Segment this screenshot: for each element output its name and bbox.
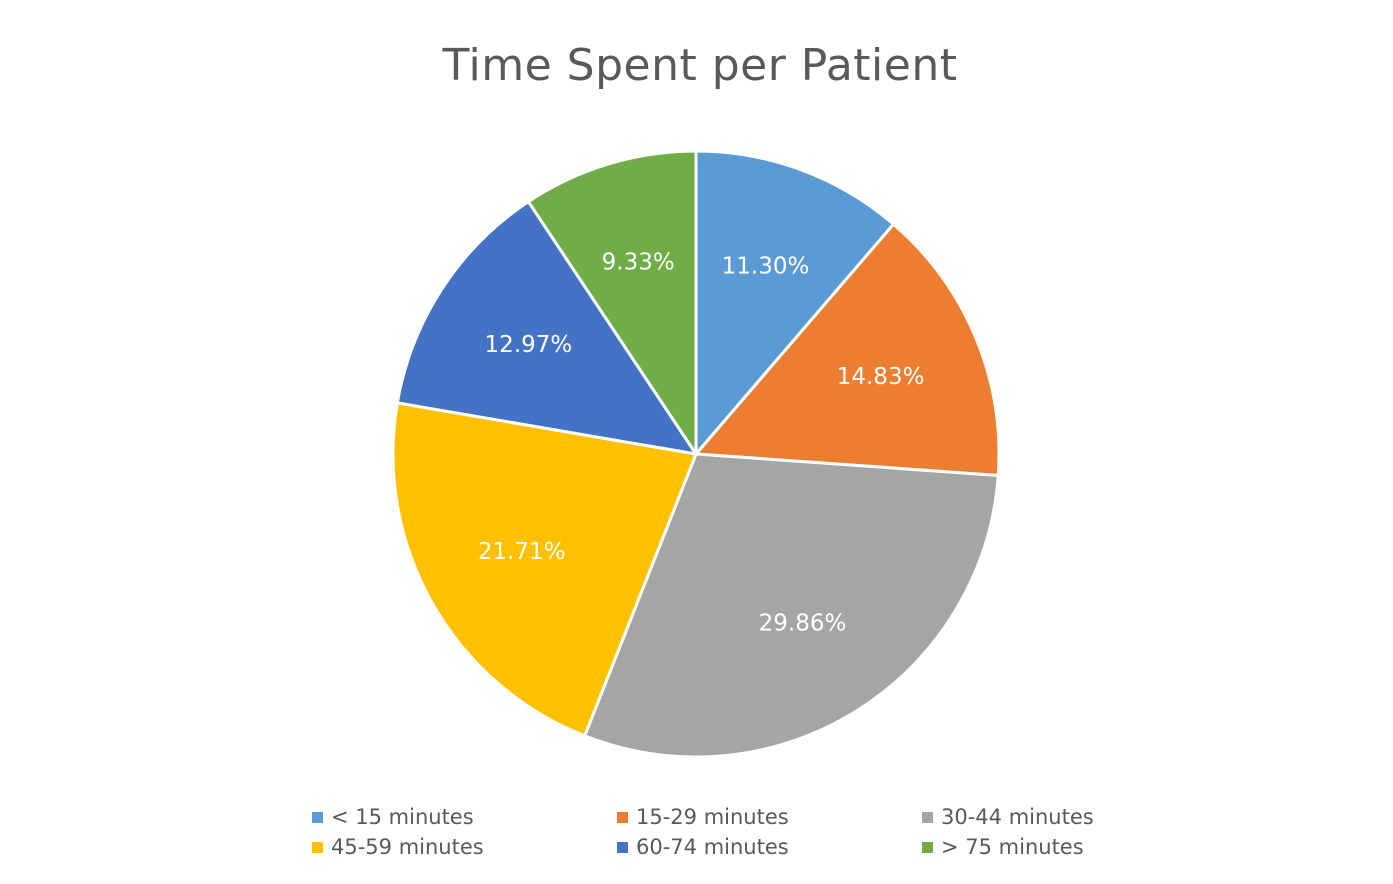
legend-item: 15-29 minutes	[617, 802, 922, 832]
legend-item: 60-74 minutes	[617, 832, 922, 862]
data-label: 11.30%	[722, 253, 810, 279]
legend-swatch	[617, 811, 628, 823]
legend-item: 30-44 minutes	[922, 802, 1172, 832]
legend-label: < 15 minutes	[331, 805, 474, 829]
data-label: 14.83%	[837, 364, 925, 390]
legend-swatch	[922, 811, 933, 823]
legend-swatch	[312, 841, 323, 853]
legend-label: 60-74 minutes	[636, 835, 789, 859]
legend-item: > 75 minutes	[922, 832, 1172, 862]
pie-slice	[694, 149, 896, 456]
legend-label: 30-44 minutes	[941, 805, 1094, 829]
legend-label: 45-59 minutes	[331, 835, 484, 859]
legend-label: > 75 minutes	[941, 835, 1084, 859]
legend-swatch	[922, 841, 933, 853]
legend-item: 45-59 minutes	[312, 832, 617, 862]
data-label: 12.97%	[485, 332, 573, 358]
legend-swatch	[312, 811, 323, 823]
legend-label: 15-29 minutes	[636, 805, 789, 829]
pie-slice	[391, 401, 698, 738]
data-label: 9.33%	[602, 250, 675, 276]
pie-slice	[395, 200, 698, 456]
data-label: 21.71%	[478, 539, 566, 565]
pie-slice	[526, 149, 698, 456]
chart-title: Time Spent per Patient	[442, 40, 958, 91]
legend-swatch	[617, 841, 628, 853]
legend: < 15 minutes 15-29 minutes 30-44 minutes…	[312, 802, 1172, 862]
legend-item: < 15 minutes	[312, 802, 617, 832]
pie-slice	[694, 222, 1001, 477]
data-label: 29.86%	[759, 610, 847, 636]
pie-slice	[583, 452, 1000, 759]
